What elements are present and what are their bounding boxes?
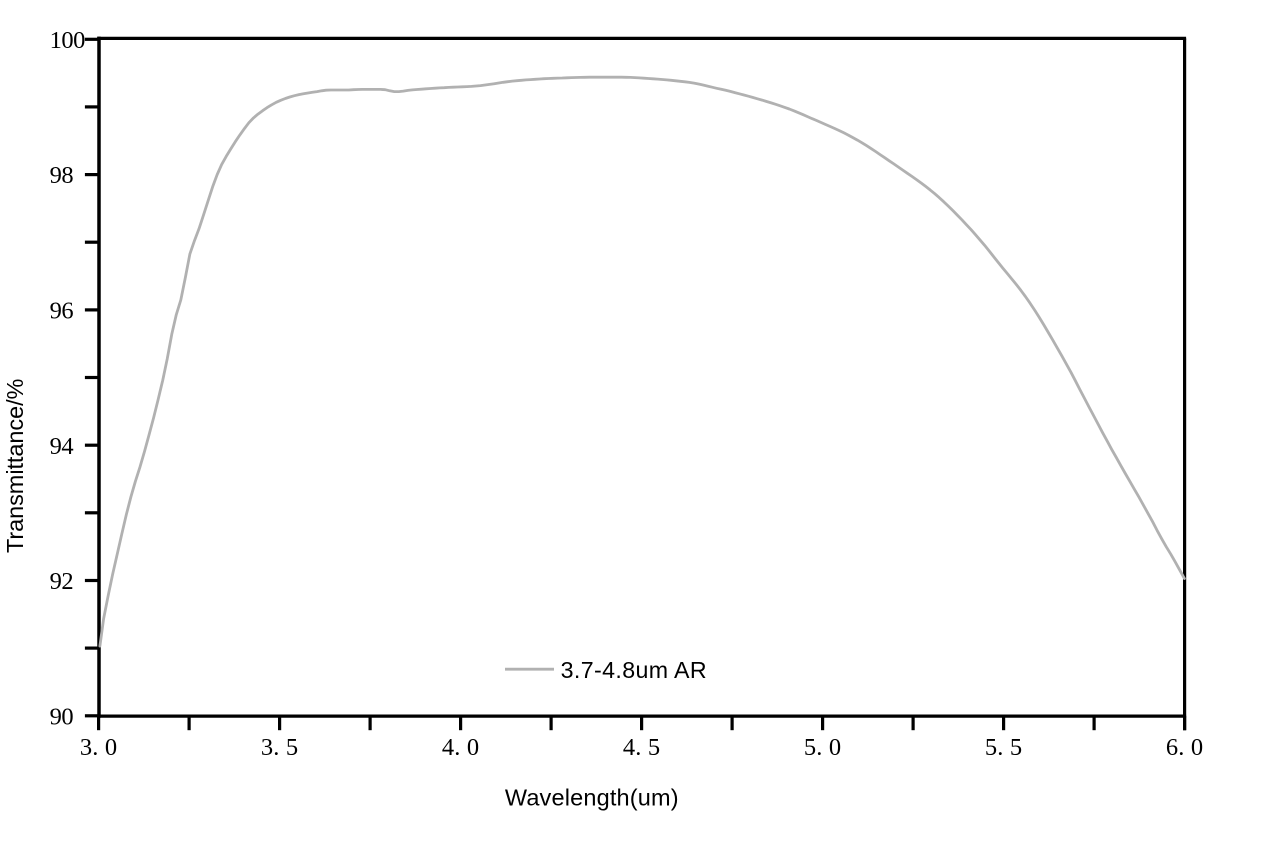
svg-text:90: 90: [50, 703, 74, 730]
svg-text:3.7-4.8um AR: 3.7-4.8um AR: [561, 657, 707, 683]
svg-text:5. 0: 5. 0: [804, 734, 842, 761]
svg-text:92: 92: [50, 568, 74, 595]
svg-text:98: 98: [50, 162, 74, 189]
svg-text:94: 94: [50, 433, 74, 460]
svg-text:3. 5: 3. 5: [261, 734, 299, 761]
svg-text:3. 0: 3. 0: [80, 734, 118, 761]
svg-text:Transmittance/%: Transmittance/%: [2, 378, 28, 553]
svg-text:6. 0: 6. 0: [1166, 734, 1204, 761]
svg-text:96: 96: [50, 298, 74, 325]
svg-text:5. 5: 5. 5: [985, 734, 1023, 761]
svg-text:4. 5: 4. 5: [623, 734, 661, 761]
svg-text:4. 0: 4. 0: [442, 734, 480, 761]
svg-text:100: 100: [50, 27, 86, 54]
svg-text:Wavelength(um): Wavelength(um): [505, 785, 679, 811]
